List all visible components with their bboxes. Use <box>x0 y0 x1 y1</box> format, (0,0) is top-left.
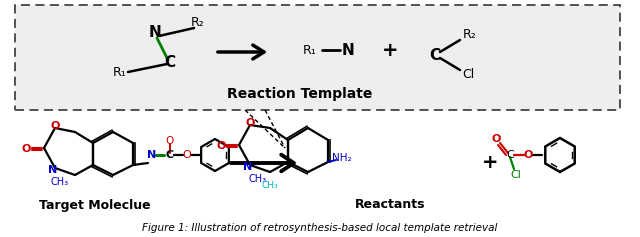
Text: Reaction Template: Reaction Template <box>227 87 372 101</box>
Text: O: O <box>492 134 500 144</box>
Text: R₁: R₁ <box>303 44 317 56</box>
Text: O: O <box>182 150 191 160</box>
Text: N: N <box>147 150 157 160</box>
Text: O: O <box>216 141 226 151</box>
Text: Target Moleclue: Target Moleclue <box>39 199 151 211</box>
Text: N: N <box>148 24 161 40</box>
Text: R₂: R₂ <box>191 15 205 28</box>
Text: N: N <box>342 42 355 58</box>
Text: Reactants: Reactants <box>355 199 425 211</box>
Text: Cl: Cl <box>462 68 474 81</box>
Text: C: C <box>506 150 514 160</box>
Text: C: C <box>166 150 174 160</box>
Text: R₁: R₁ <box>113 65 127 78</box>
Text: O: O <box>51 121 60 131</box>
Text: R₂: R₂ <box>463 27 477 41</box>
Text: +: + <box>381 41 398 59</box>
Text: O: O <box>524 150 532 160</box>
Text: N: N <box>243 162 253 172</box>
Text: CH₃: CH₃ <box>249 174 267 184</box>
Text: Cl: Cl <box>511 170 522 180</box>
Text: O: O <box>245 118 255 128</box>
Text: CH₃: CH₃ <box>262 182 278 191</box>
Text: N: N <box>49 165 58 175</box>
Text: CH₃: CH₃ <box>51 177 69 187</box>
FancyBboxPatch shape <box>15 5 620 110</box>
Text: C: C <box>164 55 175 69</box>
Text: Figure 1: Illustration of retrosynthesis-based local template retrieval: Figure 1: Illustration of retrosynthesis… <box>142 223 498 233</box>
Text: O: O <box>21 144 31 154</box>
Text: +: + <box>482 154 499 173</box>
Text: O: O <box>166 136 174 146</box>
Text: C: C <box>429 47 440 63</box>
Text: NH₂: NH₂ <box>332 153 352 163</box>
